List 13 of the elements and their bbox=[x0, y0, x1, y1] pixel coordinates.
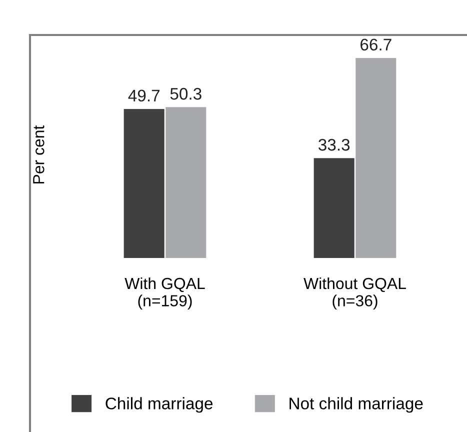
bar bbox=[314, 158, 354, 258]
legend-label: Not child marriage bbox=[290, 397, 423, 413]
bar bbox=[356, 58, 396, 258]
data-label: 66.7 bbox=[360, 38, 392, 51]
x-tick-label: With GQAL (n=159) bbox=[124, 277, 205, 310]
data-label: 33.3 bbox=[318, 138, 350, 151]
data-label: 50.3 bbox=[170, 88, 202, 100]
data-label: 49.7 bbox=[128, 90, 160, 102]
bar bbox=[166, 107, 206, 258]
bar bbox=[124, 108, 164, 258]
y-axis-title: Per cent bbox=[33, 125, 44, 184]
x-tick-label: Without GQAL (n=36) bbox=[304, 277, 406, 310]
legend-label: Child marriage bbox=[106, 397, 213, 413]
